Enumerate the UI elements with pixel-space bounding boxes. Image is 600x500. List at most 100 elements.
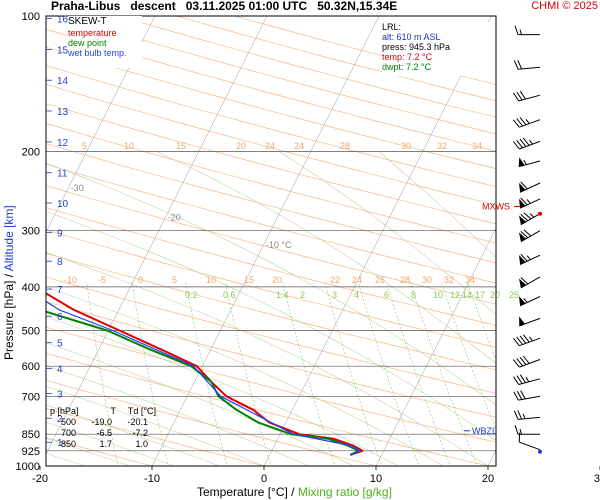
cell-td: 1.0 xyxy=(135,439,148,449)
altitude-tick-label: 8 xyxy=(57,257,63,268)
isotherm-label: -20 xyxy=(168,213,181,223)
credit-link[interactable]: CHMI © 2025 xyxy=(531,0,598,12)
wind-barb-staff xyxy=(519,296,541,307)
isotherms xyxy=(46,16,496,466)
wind-barb-full xyxy=(520,277,529,285)
lrl-press: press: 945.3 hPa xyxy=(382,42,451,52)
pressure-tick-label: 600 xyxy=(22,361,40,373)
sounding-profiles xyxy=(46,292,364,456)
wind-barb xyxy=(513,334,541,347)
mxws-dot xyxy=(538,211,542,216)
adiabat-label: 28 xyxy=(340,141,350,151)
adiabat-label: 24 xyxy=(265,141,275,151)
wind-barb xyxy=(514,425,540,435)
isotherm xyxy=(375,227,496,466)
dry-adiabat xyxy=(46,84,496,206)
temperature-tick-label: -20 xyxy=(32,473,48,485)
wind-barb-staff xyxy=(519,441,541,451)
wbzl-label: WBZL xyxy=(472,426,497,436)
adiabat-label: 32 xyxy=(444,275,454,285)
altitude-tick-label: 16 xyxy=(57,15,69,26)
wind-barb-staff xyxy=(519,317,541,327)
wind-barb-full xyxy=(516,375,523,384)
x-axis-title: Temperature [°C] / Mixing ratio [g/kg] xyxy=(197,485,392,499)
mixing-ratio-label: 3 xyxy=(332,290,337,300)
mixing-ratio-label: 8 xyxy=(411,290,416,300)
lrl-temp: temp: 7.2 °C xyxy=(382,52,433,62)
altitude-axis-label: Altitude [km] xyxy=(2,205,16,271)
wind-barb-pennant xyxy=(519,232,527,242)
moist-adiabat xyxy=(46,421,175,466)
pressure-tick-label: 850 xyxy=(22,429,40,441)
adiabat-label: 30 xyxy=(422,275,432,285)
altitude-tick-label: 14 xyxy=(57,76,69,87)
mixing-ratio-line xyxy=(282,281,336,466)
altitude-tick-label: 1 xyxy=(57,438,63,449)
wind-barb-pennant xyxy=(519,198,526,209)
table-row: 500 -19.0 -20.1 xyxy=(50,417,156,428)
level-markers: MXWS WBZL xyxy=(464,202,520,436)
table-row: 700 -6.5 -7.2 xyxy=(50,428,156,439)
wind-barb-staff xyxy=(518,160,541,168)
altitude-tick-label: 15 xyxy=(57,45,69,56)
pressure-tick-label: 200 xyxy=(22,147,40,159)
altitude-tick-label: 5 xyxy=(57,339,63,350)
pressure-tick-label: 1000 xyxy=(16,461,40,473)
lrl-title: LRL: xyxy=(382,22,402,32)
y-axis-title: Pressure [hPa] / Altitude [km] xyxy=(2,205,16,360)
moist-adiabat xyxy=(378,151,496,258)
adiabat-label: 15 xyxy=(176,141,186,151)
wind-barb-full xyxy=(516,390,523,400)
wind-barb-half xyxy=(519,429,522,435)
isotherm-label: -30 xyxy=(71,183,84,193)
temperature-axis-label: Temperature [°C] xyxy=(197,485,288,499)
levels-table: p [hPa] T Td [°C] 500 -19.0 -20.1 700 -6… xyxy=(50,406,156,450)
wind-barb-pennant xyxy=(519,296,526,306)
wind-barb-full xyxy=(520,214,529,222)
adiabat-label: -5 xyxy=(98,275,106,285)
dry-adiabat xyxy=(117,16,496,118)
wind-barb-staff xyxy=(518,94,541,102)
adiabat-label: 34 xyxy=(465,275,475,285)
altitude-tick-label: 13 xyxy=(57,107,69,118)
pressure-tick-label: 500 xyxy=(22,326,40,338)
surface-dot xyxy=(538,449,542,454)
altitude-tick-label: 9 xyxy=(57,229,63,240)
wind-barb xyxy=(518,157,541,168)
cell-td: -20.1 xyxy=(127,417,148,427)
mixing-ratio-label: 17 xyxy=(475,290,485,300)
mixing-ratio-label: 25 xyxy=(509,290,519,300)
mixing-ratio-axis-label: Mixing ratio [g/kg] xyxy=(298,485,392,499)
moist-adiabat xyxy=(46,404,220,466)
wind-barb xyxy=(519,316,541,327)
wind-barb-full xyxy=(514,25,519,35)
wind-barb-staff xyxy=(520,213,541,226)
adiabat-label: 10 xyxy=(124,141,134,151)
dry-adiabat xyxy=(46,326,496,443)
wind-barb-full xyxy=(520,197,528,206)
dry-adiabats xyxy=(46,16,496,466)
lrl-alt: alt: 610 m ASL xyxy=(382,32,441,42)
series-line-temperature xyxy=(46,292,364,456)
sounding-datetime: 03.11.2025 01:00 UTC xyxy=(185,0,308,13)
altitude-tick-label: 3 xyxy=(57,390,63,401)
moist-adiabat xyxy=(278,151,496,315)
cell-p: 850 xyxy=(60,439,76,449)
station-coords: 50.32N,15.34E xyxy=(317,0,398,13)
mixing-ratio-label: 0.2 xyxy=(185,290,198,300)
wind-barb-staff xyxy=(518,66,541,70)
adiabat-label: -10 xyxy=(64,275,77,285)
adiabat-label: 5 xyxy=(82,141,87,151)
isotherm xyxy=(46,16,156,233)
wind-barb-full xyxy=(516,336,523,345)
isotherm xyxy=(263,16,492,466)
wind-barb-full xyxy=(513,337,520,347)
wind-barb-full xyxy=(517,410,523,420)
wind-barb xyxy=(513,90,541,102)
wind-barb-full xyxy=(523,229,532,237)
wind-barb-half xyxy=(529,336,533,342)
wind-barb-full xyxy=(520,253,528,262)
wind-barb-full xyxy=(520,390,526,400)
adiabat-label: 20 xyxy=(236,141,246,151)
